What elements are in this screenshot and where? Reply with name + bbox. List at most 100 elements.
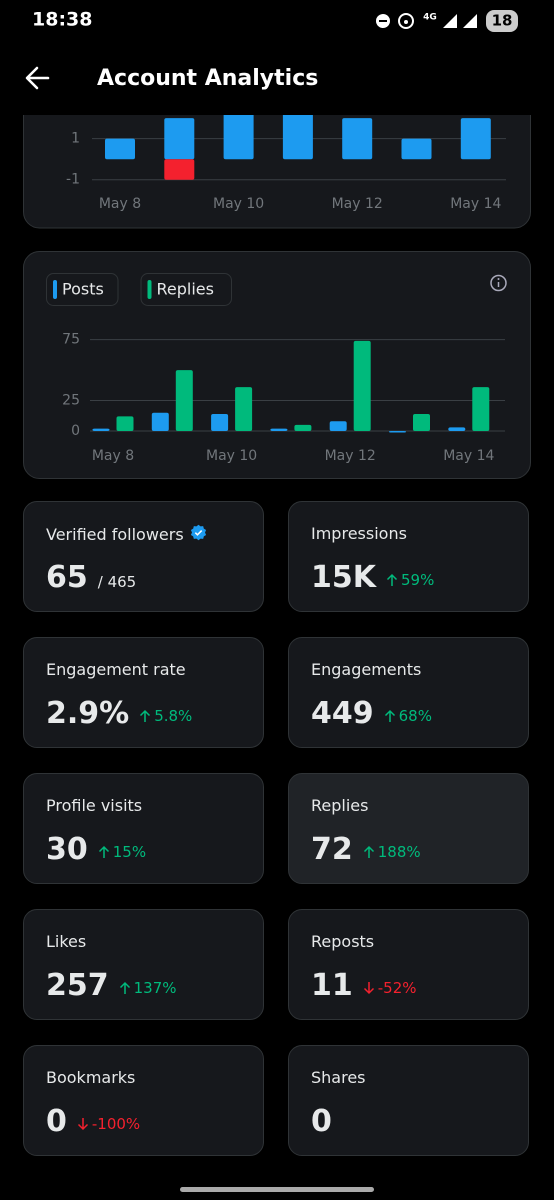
- stat-value: 65: [46, 560, 88, 595]
- y-tick-label: 0: [71, 423, 80, 439]
- stat-label: Reposts: [311, 932, 375, 951]
- header-bg: [0, 0, 554, 115]
- charts: 1 -1 May 8 May 10 May 12 May 14 0 25 75 May 8 May…: [0, 0, 554, 479]
- stat-change: 188%: [363, 843, 421, 861]
- bar: [92, 428, 110, 431]
- stat-value-row: 0 -100%: [46, 1104, 140, 1139]
- stat-label-row: Replies: [311, 796, 368, 815]
- stat-label: Replies: [311, 796, 369, 815]
- stat-label-row: Reposts: [311, 932, 374, 951]
- bar: [389, 431, 406, 433]
- stat-change-value: 5.8%: [154, 707, 193, 725]
- stat-value-row: 30 15%: [46, 832, 146, 867]
- bar: [460, 118, 491, 160]
- stat-label-row: Bookmarks: [46, 1068, 135, 1087]
- stat-value-row: 65 / 465: [46, 560, 136, 595]
- x-tick-label: May 12: [325, 448, 376, 464]
- trend-arrow: [386, 573, 398, 586]
- bar: [401, 138, 432, 160]
- y-tick-label: 1: [71, 131, 80, 147]
- stat-label: Engagement rate: [46, 660, 186, 679]
- x-tick-label: May 8: [99, 196, 141, 212]
- x-tick-label: May 10: [213, 196, 264, 212]
- bar: [329, 421, 347, 431]
- trend-arrow: [98, 845, 109, 858]
- stat-value: 449: [311, 696, 374, 731]
- stat-value-row: 72 188%: [311, 832, 421, 867]
- stat-value: 0: [46, 1104, 67, 1139]
- stat-value: 30: [46, 832, 88, 867]
- chart-2: 0 25 75 May 8 May 10 May 12 May 14 Posts Replies: [46, 273, 505, 464]
- stat-value-row: 2.9% 5.8%: [46, 696, 192, 731]
- chart-card: [23, 251, 531, 479]
- stat-label-row: Engagements: [311, 660, 421, 679]
- legend-item: Replies: [140, 273, 232, 306]
- trend-arrow: [77, 1118, 88, 1131]
- page-title: Account Analytics: [97, 66, 318, 91]
- info-icon[interactable]: [490, 274, 507, 292]
- legend-label: Posts: [62, 280, 104, 299]
- bar: [175, 370, 193, 431]
- x-tick-label: May 14: [443, 448, 494, 464]
- stat-card[interactable]: Shares 0: [288, 1045, 529, 1156]
- stat-card[interactable]: Engagements 449 68%: [288, 637, 529, 748]
- trend-arrow: [363, 845, 374, 858]
- stat-value-row: 257 137%: [46, 968, 177, 1003]
- bar: [235, 387, 253, 431]
- status-icons: [376, 10, 518, 32]
- bar: [105, 138, 135, 160]
- bar: [282, 115, 313, 160]
- stat-card[interactable]: Impressions 15K 59%: [288, 501, 529, 612]
- bar: [472, 387, 490, 431]
- y-tick-label: 75: [62, 332, 80, 348]
- bar: [164, 159, 195, 180]
- chart-1: 1 -1 May 8 May 10 May 12 May 14: [66, 115, 506, 212]
- stat-change-value: -52%: [377, 979, 417, 997]
- network: 4G: [423, 13, 437, 23]
- stat-value-row: 15K 59%: [311, 560, 434, 595]
- stat-label-row: Profile visits: [46, 796, 142, 815]
- back-button[interactable]: [25, 66, 50, 90]
- home-indicator: [180, 1187, 374, 1192]
- stat-change-value: 137%: [133, 979, 177, 997]
- stat-change: 59%: [386, 571, 434, 589]
- stat-card[interactable]: Verified followers 65 / 465: [23, 501, 264, 612]
- bar: [270, 428, 288, 431]
- legend-swatch: [147, 280, 152, 299]
- stat-change: -100%: [77, 1115, 140, 1133]
- stat-card[interactable]: Engagement rate 2.9% 5.8%: [23, 637, 264, 748]
- x-tick-label: May 14: [450, 196, 501, 212]
- badge-icon: [190, 524, 206, 541]
- x-tick-label: May 8: [92, 448, 134, 464]
- stat-card[interactable]: Profile visits 30 15%: [23, 773, 264, 884]
- bar: [211, 413, 229, 431]
- stat-value-row: 11 -52%: [311, 968, 417, 1003]
- bar: [413, 413, 430, 431]
- stat-value: 11: [311, 968, 353, 1003]
- stat-card[interactable]: Likes 257 137%: [23, 909, 264, 1020]
- stat-label: Likes: [46, 932, 87, 951]
- stat-change-value: 59%: [401, 571, 435, 589]
- legend-item: Posts: [46, 273, 119, 306]
- stat-change: 15%: [98, 843, 146, 861]
- bar: [223, 115, 254, 160]
- battery: 18: [492, 12, 513, 30]
- stat-total: / 465: [97, 573, 137, 591]
- stat-card[interactable]: Reposts 11 -52%: [288, 909, 529, 1020]
- trend-arrow: [140, 709, 151, 722]
- x-tick-label: May 10: [206, 448, 257, 464]
- y-tick-label: -1: [66, 172, 80, 188]
- stat-value: 0: [311, 1104, 332, 1139]
- stat-change: 5.8%: [139, 707, 192, 725]
- stat-card[interactable]: Bookmarks 0 -100%: [23, 1045, 264, 1156]
- bar: [448, 427, 466, 431]
- trend-arrow: [363, 982, 374, 995]
- status-time: 18:38: [32, 9, 92, 31]
- stat-value: 15K: [311, 560, 376, 595]
- stat-card[interactable]: Replies 72 188%: [288, 773, 529, 884]
- stat-label-row: Impressions: [311, 524, 407, 543]
- bar: [294, 424, 312, 431]
- stat-label: Verified followers: [46, 525, 184, 544]
- stat-change: 137%: [119, 979, 177, 997]
